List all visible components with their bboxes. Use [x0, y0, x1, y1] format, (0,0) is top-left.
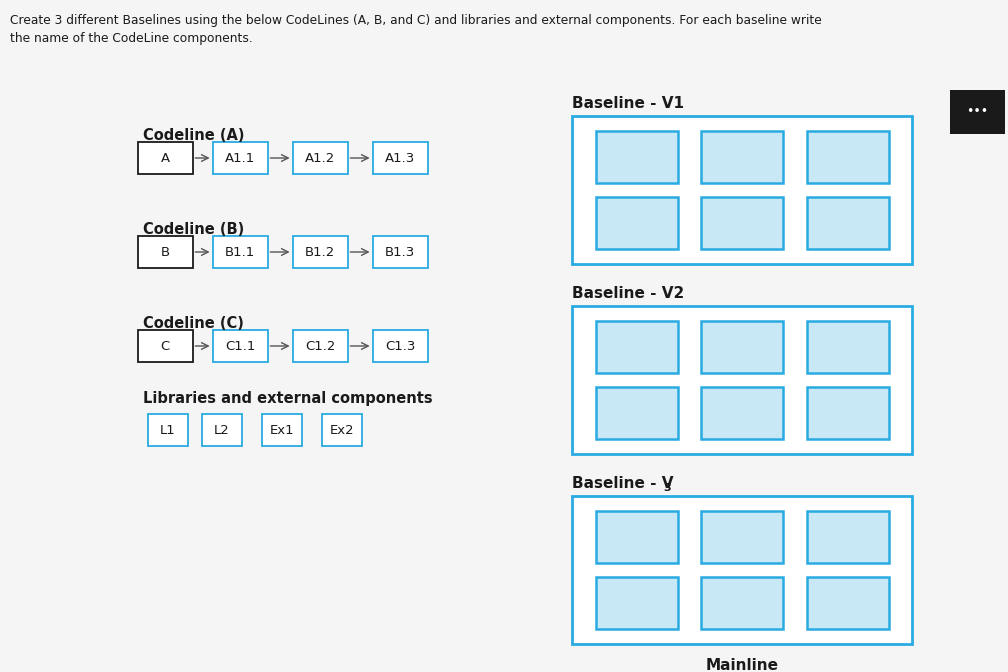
- FancyBboxPatch shape: [701, 387, 783, 439]
- FancyBboxPatch shape: [596, 511, 677, 562]
- Text: Baseline - V2: Baseline - V2: [572, 286, 684, 301]
- FancyBboxPatch shape: [596, 387, 677, 439]
- FancyBboxPatch shape: [806, 130, 888, 183]
- Text: Ex1: Ex1: [270, 423, 294, 437]
- Text: •••: •••: [966, 106, 988, 118]
- FancyBboxPatch shape: [202, 414, 242, 446]
- Text: Libraries and external components: Libraries and external components: [143, 390, 432, 405]
- FancyBboxPatch shape: [950, 90, 1005, 134]
- FancyBboxPatch shape: [292, 236, 348, 268]
- FancyBboxPatch shape: [373, 330, 427, 362]
- Text: Create 3 different Baselines using the below CodeLines (A, B, and C) and librari: Create 3 different Baselines using the b…: [10, 14, 822, 27]
- Text: C1.3: C1.3: [385, 339, 415, 353]
- FancyBboxPatch shape: [213, 236, 267, 268]
- FancyBboxPatch shape: [213, 142, 267, 174]
- FancyBboxPatch shape: [701, 577, 783, 630]
- FancyBboxPatch shape: [137, 330, 193, 362]
- FancyBboxPatch shape: [806, 198, 888, 249]
- FancyBboxPatch shape: [596, 321, 677, 373]
- FancyBboxPatch shape: [373, 236, 427, 268]
- Text: B1.1: B1.1: [225, 245, 255, 259]
- FancyBboxPatch shape: [373, 142, 427, 174]
- FancyBboxPatch shape: [596, 130, 677, 183]
- FancyBboxPatch shape: [262, 414, 302, 446]
- FancyBboxPatch shape: [701, 198, 783, 249]
- FancyBboxPatch shape: [596, 198, 677, 249]
- Text: Codeline (C): Codeline (C): [143, 315, 244, 331]
- Text: A: A: [160, 151, 169, 165]
- FancyBboxPatch shape: [322, 414, 362, 446]
- FancyBboxPatch shape: [701, 130, 783, 183]
- FancyBboxPatch shape: [292, 142, 348, 174]
- Text: Baseline - V: Baseline - V: [572, 476, 673, 491]
- Text: B1.3: B1.3: [385, 245, 415, 259]
- FancyBboxPatch shape: [701, 321, 783, 373]
- FancyBboxPatch shape: [596, 577, 677, 630]
- Text: A1.1: A1.1: [225, 151, 255, 165]
- FancyBboxPatch shape: [701, 511, 783, 562]
- FancyBboxPatch shape: [806, 387, 888, 439]
- FancyBboxPatch shape: [806, 577, 888, 630]
- FancyBboxPatch shape: [806, 511, 888, 562]
- Text: B1.2: B1.2: [304, 245, 335, 259]
- FancyBboxPatch shape: [148, 414, 188, 446]
- FancyBboxPatch shape: [137, 236, 193, 268]
- Text: 3: 3: [663, 483, 670, 493]
- Text: A1.2: A1.2: [304, 151, 335, 165]
- Text: A1.3: A1.3: [385, 151, 415, 165]
- Text: L1: L1: [160, 423, 175, 437]
- Text: C: C: [160, 339, 169, 353]
- Text: Codeline (B): Codeline (B): [143, 222, 244, 237]
- FancyBboxPatch shape: [572, 496, 912, 644]
- FancyBboxPatch shape: [572, 116, 912, 264]
- Text: Baseline - V1: Baseline - V1: [572, 96, 684, 111]
- Text: B: B: [160, 245, 169, 259]
- Text: C1.2: C1.2: [304, 339, 336, 353]
- FancyBboxPatch shape: [213, 330, 267, 362]
- FancyBboxPatch shape: [292, 330, 348, 362]
- Text: Ex2: Ex2: [330, 423, 355, 437]
- Text: Codeline (A): Codeline (A): [143, 128, 245, 142]
- Text: the name of the CodeLine components.: the name of the CodeLine components.: [10, 32, 253, 45]
- Text: L2: L2: [214, 423, 230, 437]
- FancyBboxPatch shape: [137, 142, 193, 174]
- Text: C1.1: C1.1: [225, 339, 255, 353]
- FancyBboxPatch shape: [572, 306, 912, 454]
- Text: Mainline: Mainline: [706, 659, 778, 672]
- FancyBboxPatch shape: [806, 321, 888, 373]
